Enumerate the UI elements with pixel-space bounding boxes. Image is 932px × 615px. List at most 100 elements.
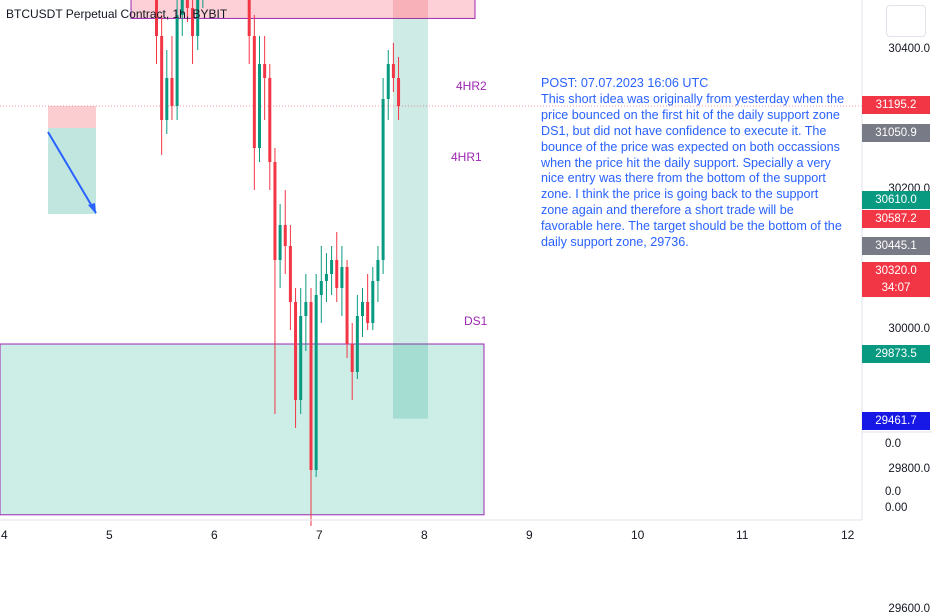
candle-body (376, 260, 380, 281)
short-stop-area (393, 0, 428, 19)
time-tick-label: 4 (1, 528, 8, 542)
candle (175, 0, 179, 120)
price-tag: 29461.7 (862, 412, 930, 430)
candle-body (386, 64, 390, 99)
candle (191, 0, 195, 64)
candle (355, 295, 359, 379)
note-line: daily support zone, 29736. (541, 235, 689, 250)
price-tag: 31195.2 (862, 96, 930, 114)
price-tag: 30610.0 (862, 191, 930, 209)
candle-body (165, 78, 169, 120)
pattern-drawing[interactable] (47, 106, 97, 214)
time-tick-label: 9 (526, 528, 533, 542)
candle (371, 267, 375, 330)
candle (386, 50, 390, 120)
chart-title: BTCUSDT Perpetual Contract, 1h, BYBIT (6, 7, 228, 21)
candle (268, 64, 272, 190)
candle-body (252, 36, 256, 148)
candle (335, 232, 339, 302)
candle-body (397, 78, 401, 106)
candle-body (196, 0, 200, 36)
price-tag: 30587.2 (862, 210, 930, 228)
candle-body (304, 302, 308, 316)
time-tick-label: 7 (316, 528, 323, 542)
zones-layer (0, 0, 485, 516)
candles-layer (155, 0, 401, 526)
price-tick-label: 30000.0 (888, 323, 930, 335)
candle-body (314, 295, 318, 470)
pattern-stop-box (48, 106, 96, 128)
candle (252, 15, 256, 190)
candle (350, 323, 354, 400)
candle (304, 274, 308, 351)
candle (319, 246, 323, 323)
time-tick-label: 10 (631, 528, 645, 542)
candle-body (185, 0, 189, 8)
price-tick-label: 30400.0 (888, 43, 930, 55)
candle (273, 148, 277, 414)
note-line: price bounced on the first hit of the da… (541, 107, 840, 122)
note-line: favorable here. The target should be the… (541, 219, 842, 234)
candle (294, 288, 298, 428)
candle-body (191, 8, 195, 36)
pattern-arrow-head (88, 203, 96, 214)
candle (185, 0, 189, 22)
time-tick-label: 11 (736, 528, 749, 542)
candle (340, 246, 344, 316)
candle (258, 36, 261, 162)
candle-body (263, 64, 267, 78)
candle (160, 15, 164, 155)
candle (361, 288, 364, 337)
chart-canvas (0, 0, 932, 526)
indicator-value: 0.00 (885, 502, 908, 514)
candle (247, 0, 251, 64)
candle-body (335, 260, 339, 288)
candle-body (381, 99, 385, 260)
misc-layer (0, 0, 932, 521)
candle-body (294, 302, 298, 400)
candle-body (258, 64, 261, 148)
tradingview-logo (886, 5, 926, 37)
note-line: bounce of the price was expected on both… (541, 139, 840, 154)
candle-body (319, 281, 323, 295)
time-tick-label: 6 (211, 528, 218, 542)
indicator-value: 0.0 (885, 486, 901, 498)
candle-body (391, 64, 395, 78)
price-tag: 29873.5 (862, 345, 930, 363)
candle-body (371, 281, 375, 323)
candle-body (340, 267, 344, 288)
bar-countdown: 34:07 (862, 279, 930, 297)
candle-body (273, 162, 277, 260)
zone-label-ds1: DS1 (464, 314, 488, 328)
candle-body (324, 274, 328, 281)
candle (180, 0, 184, 36)
candle-body (345, 267, 349, 344)
candle-body (155, 0, 158, 36)
candle-body (355, 316, 359, 372)
zone-label-4hr1: 4HR1 (451, 150, 482, 164)
candle (376, 246, 380, 302)
candle-body (180, 0, 184, 15)
candle (299, 288, 303, 414)
pattern-arrow-line (47, 131, 97, 214)
note-line: zone. I think the price is going back to… (541, 187, 819, 202)
candle-body (160, 36, 164, 120)
candle (314, 274, 318, 477)
candle-body (330, 260, 334, 274)
trade-idea-note[interactable]: POST: 07.07.2023 16:06 UTC This short ide… (541, 76, 844, 251)
candle (263, 36, 267, 120)
candle-body (350, 344, 354, 372)
note-line: nice entry was there from the bottom of … (541, 171, 826, 186)
candle-body (278, 225, 282, 260)
candle-body (283, 225, 287, 246)
note-line: POST: 07.07.2023 16:06 UTC (541, 76, 709, 90)
candle (381, 78, 385, 274)
indicator-value: 0.0 (885, 438, 901, 450)
candle-body (309, 302, 313, 470)
time-tick-label: 12 (841, 528, 855, 542)
note-line: DS1, but did not have confidence to exec… (541, 123, 827, 138)
candle (155, 0, 158, 64)
candle (170, 36, 174, 120)
candle-body (361, 302, 364, 316)
zone-ds1 (0, 343, 485, 516)
